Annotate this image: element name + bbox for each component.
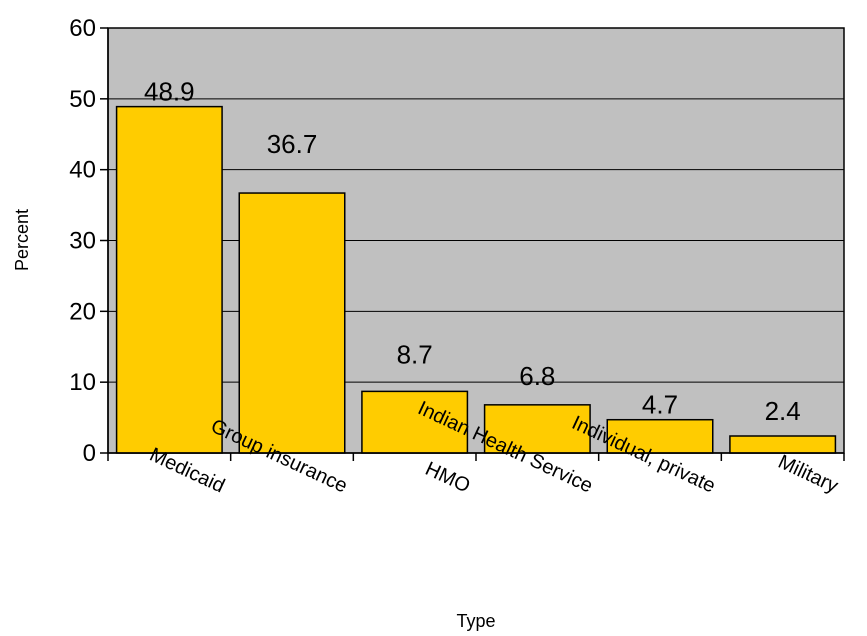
category-label: HMO [422,458,474,498]
bar-military [729,435,837,454]
bar-medicaid [115,105,223,454]
data-label: 2.4 [765,396,801,426]
y-tick-label: 10 [69,369,96,396]
bar-indian-health-service [483,404,591,454]
data-labels: 48.9 36.7 8.7 6.8 4.7 2.4 [144,77,801,426]
data-label: 4.7 [642,390,678,420]
gridlines [108,98,844,383]
y-tick-label: 50 [69,86,96,113]
y-tick-label: 20 [69,298,96,325]
y-tick-label: 0 [83,440,96,467]
y-tick-label: 40 [69,157,96,184]
bar-group-insurance [238,192,346,454]
x-axis-title: Type [456,611,495,631]
y-tick-labels: 0 10 20 30 40 50 60 [69,15,96,467]
data-label: 36.7 [267,129,318,159]
data-label: 8.7 [397,339,433,369]
bar-individual-private [606,418,714,454]
y-tick-label: 30 [69,228,96,255]
data-label: 48.9 [144,77,195,107]
axes [100,27,845,461]
category-label: Military [775,451,842,498]
bar-hmo [361,390,469,454]
y-axis-title: Percent [12,209,32,271]
y-tick-label: 60 [69,15,96,42]
bars [115,105,837,454]
data-label: 6.8 [519,361,555,391]
